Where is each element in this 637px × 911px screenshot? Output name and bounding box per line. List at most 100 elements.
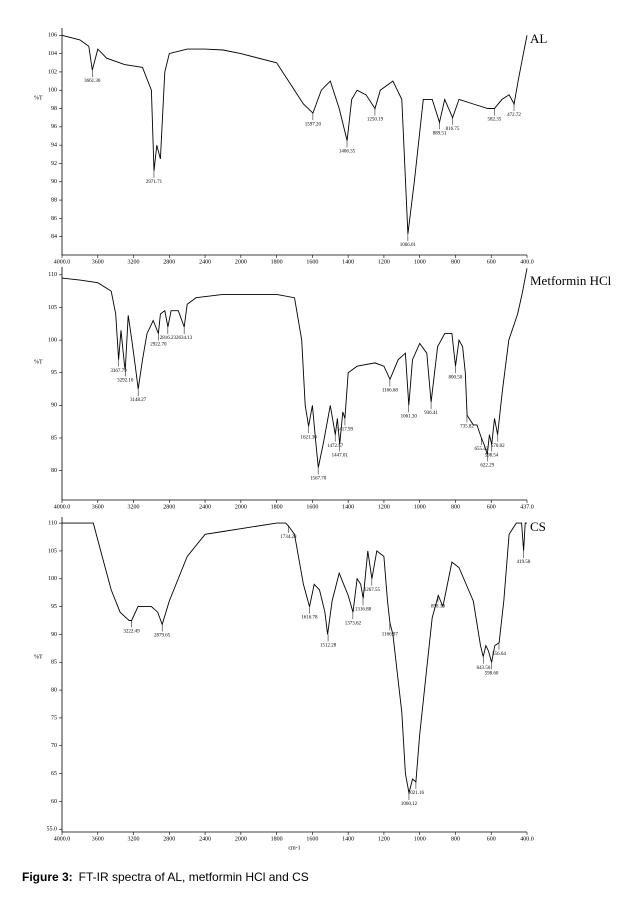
y-tick-label: 105 (48, 548, 57, 554)
x-tick-label: 1000 (414, 259, 426, 265)
y-tick-label: 92 (51, 161, 57, 167)
peak-label: 735.82 (460, 424, 474, 429)
chart-title: Metformin HCl (530, 273, 612, 288)
y-tick-label: 90 (51, 403, 57, 409)
y-tick-label: 65 (51, 771, 57, 777)
peak-label: 1417.99 (337, 428, 354, 433)
peak-label: 472.72 (507, 113, 521, 118)
y-tick-label: 105 (48, 305, 57, 311)
x-tick-label: 2000 (235, 836, 247, 842)
peak-label: 2634.13 (176, 336, 193, 341)
x-tick-label: 2400 (199, 504, 211, 510)
peak-label: 1060.12 (401, 802, 418, 807)
peak-label: 3148.27 (130, 398, 147, 403)
x-tick-label: 1800 (271, 259, 283, 265)
x-tick-label: 1600 (306, 259, 318, 265)
y-tick-label: 98 (51, 106, 57, 112)
peak-label: 598.60 (485, 671, 499, 676)
spectrum-line (62, 522, 527, 794)
y-tick-label: 100 (48, 337, 57, 343)
x-tick-label: 1000 (414, 504, 426, 510)
peak-label: 1250.19 (367, 118, 384, 123)
y-tick-label: 70 (51, 743, 57, 749)
peak-label: 3367.79 (110, 369, 127, 374)
y-tick-label: 104 (48, 51, 57, 57)
peak-label: 936.41 (424, 411, 438, 416)
x-tick-label: 3200 (128, 504, 140, 510)
x-tick-label: 2800 (163, 259, 175, 265)
y-tick-label: 100 (48, 88, 57, 94)
caption: Figure 3: FT-IR spectra of AL, metformin … (22, 870, 309, 884)
peak-label: 3292.10 (117, 379, 134, 384)
peak-label: 800.50 (448, 375, 462, 380)
x-tick-label: 1400 (342, 836, 354, 842)
peak-label: 3222.49 (123, 630, 140, 635)
x-tick-label: 800 (451, 504, 460, 510)
x-tick-label: 1800 (271, 836, 283, 842)
y-tick-label: 85 (51, 660, 57, 666)
x-tick-label: 600 (487, 259, 496, 265)
x-tick-label: 1600 (306, 836, 318, 842)
peak-label: 1316.88 (355, 607, 372, 612)
peak-label: 1597.20 (305, 122, 322, 127)
x-tick-label: 3600 (92, 259, 104, 265)
x-tick-label: 400.0 (520, 836, 534, 842)
x-tick-label: 4000.0 (54, 836, 71, 842)
x-tick-label: 437.0 (520, 504, 534, 510)
peak-label: 2879.65 (154, 634, 171, 639)
x-tick-label: 2800 (163, 504, 175, 510)
y-tick-label: 100 (48, 576, 57, 582)
y-tick-label: 110 (48, 520, 57, 526)
y-tick-label: 75 (51, 715, 57, 721)
y-tick-label: 85 (51, 435, 57, 441)
x-tick-label: 3600 (92, 504, 104, 510)
peak-label: 1166.87 (382, 632, 399, 637)
x-tick-label: 4000.0 (54, 259, 71, 265)
y-tick-label: 86 (51, 216, 57, 222)
peak-label: 898.10 (431, 605, 445, 610)
x-tick-label: 800 (451, 259, 460, 265)
x-tick-label: 1400 (342, 259, 354, 265)
peak-label: 1066.01 (400, 243, 417, 248)
x-tick-label: 800 (451, 836, 460, 842)
x-tick-label: 1200 (378, 259, 390, 265)
peak-label: 1734.28 (280, 535, 297, 540)
peak-label: 570.02 (491, 444, 505, 449)
chart-title: AL (530, 31, 547, 46)
caption-text: FT-IR spectra of AL, metformin HCl and C… (79, 870, 309, 884)
peak-label: 1621.30 (300, 435, 317, 440)
y-axis-label: %T (34, 359, 43, 365)
spectrum-line (61, 268, 528, 468)
y-tick-label: 94 (51, 143, 57, 149)
x-tick-label: 1000 (414, 836, 426, 842)
y-tick-label: 55.0 (47, 827, 58, 833)
peak-label: 1447.01 (332, 454, 349, 459)
y-tick-label: 88 (51, 197, 57, 203)
peak-label: 1512.28 (320, 644, 337, 649)
peak-label: 1616.78 (301, 616, 318, 621)
peak-label: 556.64 (492, 652, 506, 657)
x-tick-label: 1600 (306, 504, 318, 510)
x-tick-label: 2400 (199, 259, 211, 265)
y-tick-label: 106 (48, 33, 57, 39)
x-tick-label: 2800 (163, 836, 175, 842)
y-tick-label: 90 (51, 179, 57, 185)
peak-label: 889.51 (433, 131, 447, 136)
x-axis-label: cm-1 (288, 845, 300, 851)
x-tick-label: 400.0 (520, 259, 534, 265)
peak-label: 1267.55 (364, 588, 381, 593)
y-tick-label: 80 (51, 687, 57, 693)
x-tick-label: 2400 (199, 836, 211, 842)
x-tick-label: 1800 (271, 504, 283, 510)
y-tick-label: 102 (48, 69, 57, 75)
peak-label: 2971.71 (146, 180, 163, 185)
peak-label: 643.56 (477, 666, 491, 671)
y-tick-label: 95 (51, 370, 57, 376)
peak-label: 1061.30 (401, 415, 418, 420)
y-tick-label: 96 (51, 124, 57, 130)
peak-label: 419.58 (517, 560, 531, 565)
x-tick-label: 4000.0 (54, 504, 71, 510)
peak-label: 655.42 (474, 447, 488, 452)
x-tick-label: 3200 (128, 836, 140, 842)
